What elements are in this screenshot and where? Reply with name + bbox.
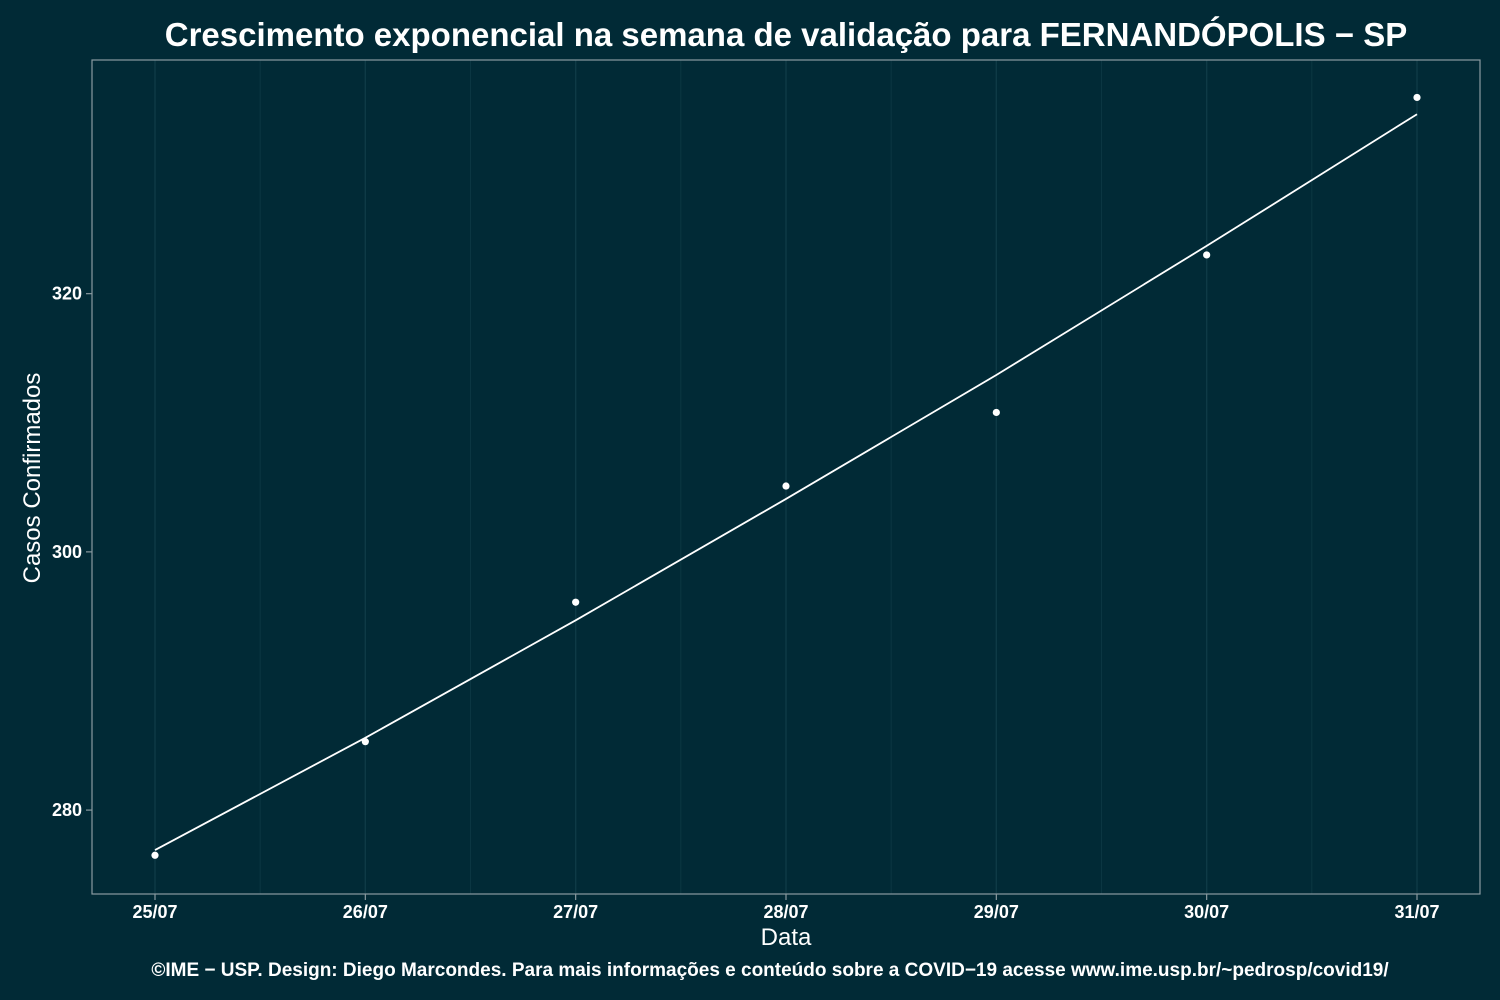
y-tick-label: 280: [52, 800, 82, 820]
data-point: [151, 851, 159, 859]
y-tick-label: 320: [52, 284, 82, 304]
x-tick-label: 25/07: [132, 902, 177, 922]
x-tick-label: 28/07: [763, 902, 808, 922]
x-tick-label: 26/07: [343, 902, 388, 922]
x-tick-label: 29/07: [974, 902, 1019, 922]
x-axis-label: Data: [761, 924, 812, 951]
chart-title: Crescimento exponencial na semana de val…: [165, 16, 1408, 53]
x-tick-label: 30/07: [1184, 902, 1229, 922]
data-point: [1413, 93, 1421, 102]
plot-area: 280 300 320 25/07 26/07 27/07 28/07 29/07 30/07 3…: [52, 59, 1481, 922]
x-tick-label: 31/07: [1394, 902, 1439, 922]
data-point: [782, 482, 790, 490]
y-tick-label: 300: [52, 542, 82, 562]
y-axis-label: Casos Confirmados: [19, 373, 46, 584]
data-point: [1203, 251, 1211, 259]
data-point: [361, 738, 369, 746]
data-point: [572, 598, 580, 606]
x-tick-label: 27/07: [553, 902, 598, 922]
data-point: [992, 408, 1000, 417]
fit-line: [154, 113, 1418, 851]
caption: ©IME − USP. Design: Diego Marcondes. Par…: [151, 960, 1389, 981]
